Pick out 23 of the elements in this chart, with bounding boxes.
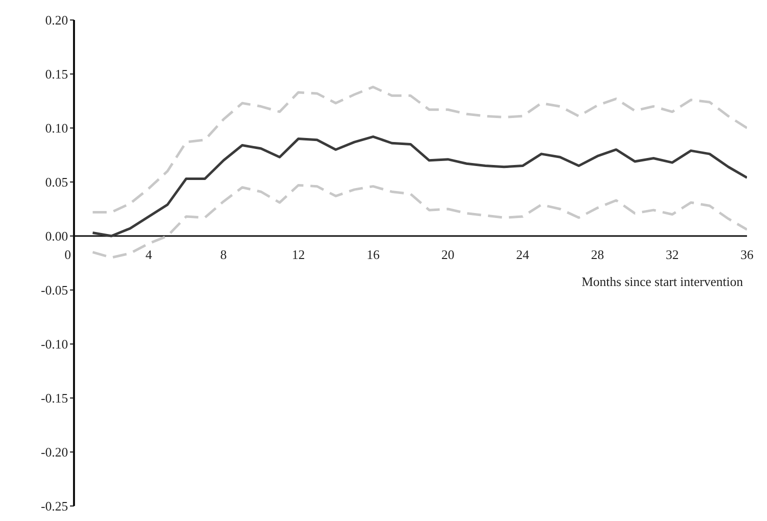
- line-series: [91, 135, 747, 238]
- x-tick-label: 0: [64, 247, 71, 262]
- x-tick-label: 28: [590, 247, 604, 262]
- y-tick-label: 0.20: [45, 12, 68, 28]
- x-tick-label: 12: [292, 247, 305, 262]
- y-tick-label: -0.15: [40, 390, 68, 406]
- y-tick-label: -0.05: [40, 282, 68, 298]
- x-tick-label: 32: [666, 247, 679, 262]
- y-tick-label: -0.25: [40, 498, 68, 514]
- y-tick-label: 0.00: [45, 228, 68, 244]
- x-tick-label: 4: [146, 247, 153, 262]
- x-tick-label: 20: [441, 247, 454, 262]
- x-axis-title: Months since start intervention: [582, 274, 744, 289]
- x-tick-label: 16: [366, 247, 380, 262]
- y-tick-label: -0.20: [40, 444, 68, 460]
- y-tick-label: 0.15: [45, 66, 68, 82]
- y-tick-label: 0.10: [45, 120, 68, 136]
- x-tick-label: 36: [740, 247, 754, 262]
- x-tick-label: 24: [516, 247, 530, 262]
- x-tick-label: 8: [220, 247, 227, 262]
- line-series: [91, 86, 747, 214]
- y-tick-label: 0.05: [45, 174, 68, 190]
- y-tick-label: -0.10: [40, 336, 68, 352]
